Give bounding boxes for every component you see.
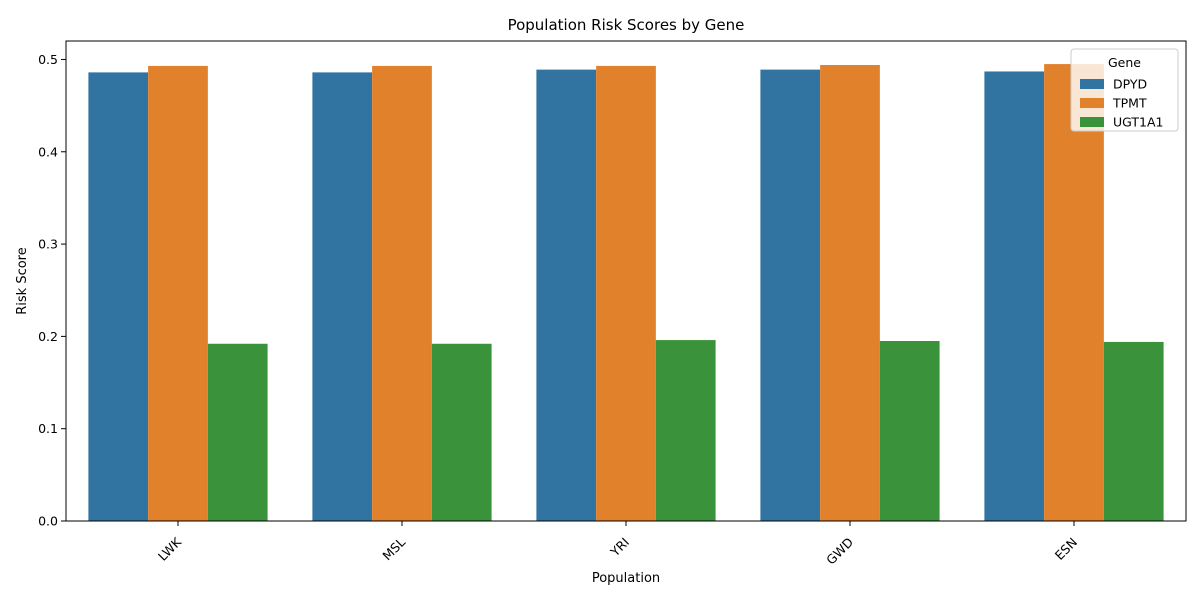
x-tick-label-esn: ESN	[1052, 535, 1080, 563]
y-tick-label: 0.1	[38, 421, 58, 436]
y-tick-label: 0.3	[38, 237, 58, 252]
legend-label-tpmt: TPMT	[1112, 96, 1147, 111]
bar-dpyd-gwd	[760, 69, 821, 521]
legend-label-dpyd: DPYD	[1113, 77, 1147, 92]
legend-swatch-dpyd	[1080, 79, 1104, 89]
y-axis: 0.0 0.1 0.2 0.3 0.4 0.5	[38, 52, 66, 529]
bar-tpmt-msl	[372, 65, 432, 521]
x-axis-label: Population	[592, 571, 660, 586]
bar-dpyd-msl	[312, 72, 373, 521]
legend-items: DPYD TPMT UGT1A1	[1080, 77, 1163, 130]
legend-swatch-ugt1a1	[1080, 117, 1104, 127]
chart-title: Population Risk Scores by Gene	[508, 16, 745, 34]
bar-ugt1a1-yri	[655, 340, 716, 521]
bar-ugt1a1-lwk	[207, 343, 268, 521]
y-tick-label: 0.4	[38, 144, 58, 159]
x-tick-label-yri: YRI	[607, 535, 632, 560]
y-tick-label: 0.2	[38, 329, 58, 344]
y-tick-label: 0.0	[38, 514, 58, 529]
legend-swatch-tpmt	[1080, 98, 1104, 108]
bar-dpyd-esn	[984, 71, 1045, 521]
bar-tpmt-lwk	[148, 65, 208, 521]
legend-title: Gene	[1108, 55, 1141, 70]
legend-box	[1070, 48, 1179, 132]
bar-tpmt-esn	[1044, 64, 1104, 522]
legend-label-ugt1a1: UGT1A1	[1113, 115, 1163, 130]
x-tick-label-msl: MSL	[379, 534, 408, 563]
x-tick-label-gwd: GWD	[823, 535, 856, 568]
y-tick-label: 0.5	[38, 52, 58, 67]
bar-tpmt-gwd	[820, 65, 880, 521]
bar-dpyd-lwk	[88, 72, 149, 521]
bar-dpyd-yri	[536, 69, 597, 521]
plot-frame	[65, 40, 1187, 522]
x-tick-label-lwk: LWK	[155, 534, 185, 564]
bar-ugt1a1-gwd	[879, 341, 940, 521]
x-axis: LWK MSL YRI GWD ESN	[155, 521, 1080, 568]
y-axis-label: Risk Score	[15, 247, 30, 315]
bars-layer	[88, 64, 1164, 522]
bar-ugt1a1-msl	[431, 343, 492, 521]
bar-tpmt-yri	[596, 65, 656, 521]
bar-ugt1a1-esn	[1103, 341, 1164, 521]
legend: Gene DPYD TPMT UGT1A1	[1070, 48, 1179, 132]
